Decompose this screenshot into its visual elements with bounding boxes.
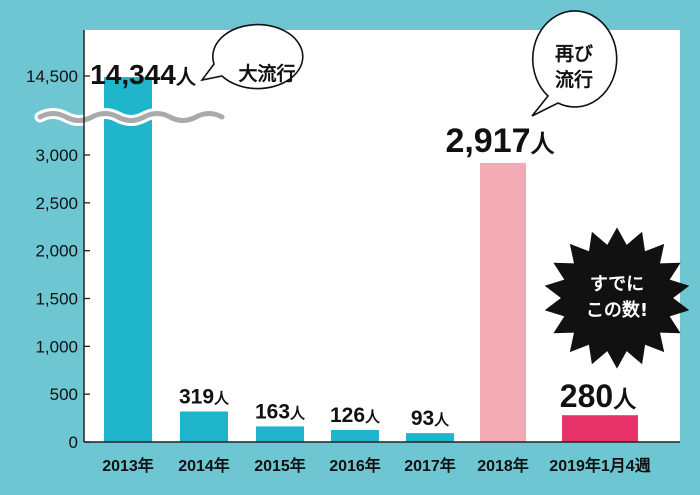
data-label-number: 163 [255,400,290,423]
data-label: 2,917人 [445,122,554,160]
data-label-unit: 人 [613,386,637,412]
starburst-text: この数! [586,299,648,321]
data-label: 126人 [330,404,381,427]
data-label: 163人 [255,400,306,423]
data-label-number: 93 [411,407,434,430]
starburst [544,227,690,369]
data-label-unit: 人 [290,405,306,422]
bar [562,415,638,442]
y-tick-label: 2,500 [35,194,78,213]
y-tick-label: 14,500 [26,67,78,86]
bar [180,411,228,442]
speech-bubble-text: 大流行 [238,62,295,85]
starburst-text: すでに [590,274,644,295]
category-label: 2019年1月4週 [549,456,650,475]
data-label-number: 319 [179,385,214,408]
speech-bubble-text: 流行 [555,68,593,91]
data-label-unit: 人 [176,66,197,89]
bar [406,433,454,442]
data-label-number: 14,344 [90,59,176,90]
category-label: 2014年 [178,456,230,475]
data-label-unit: 人 [365,409,381,426]
speech-bubble-text: 再び [555,43,593,65]
y-tick-label: 500 [50,385,78,404]
bar [104,77,152,442]
category-label: 2018年 [477,456,529,475]
category-label: 2013年 [102,456,154,475]
bar [256,426,304,442]
data-label: 14,344人 [90,59,197,90]
speech-bubble [531,10,618,117]
data-label-unit: 人 [214,390,230,407]
bar [480,162,526,442]
data-label-number: 126 [330,404,365,427]
y-tick-label: 2,000 [35,242,78,261]
speech-bubble [200,23,304,90]
data-label: 93人 [411,407,450,430]
bar [331,429,379,442]
data-label-unit: 人 [531,131,555,158]
data-label: 319人 [179,385,230,408]
data-label-number: 2,917 [445,122,530,160]
category-label: 2015年 [254,456,306,475]
data-label: 280人 [560,378,637,414]
y-tick-label: 0 [69,433,78,452]
category-label: 2017年 [404,456,456,475]
data-label-number: 280 [560,378,613,414]
category-label: 2016年 [329,456,381,475]
y-tick-label: 3,000 [35,146,78,165]
axis-break-wave [37,111,225,123]
y-tick-label: 1,000 [35,337,78,356]
data-label-unit: 人 [434,412,450,429]
y-tick-label: 1,500 [35,290,78,309]
